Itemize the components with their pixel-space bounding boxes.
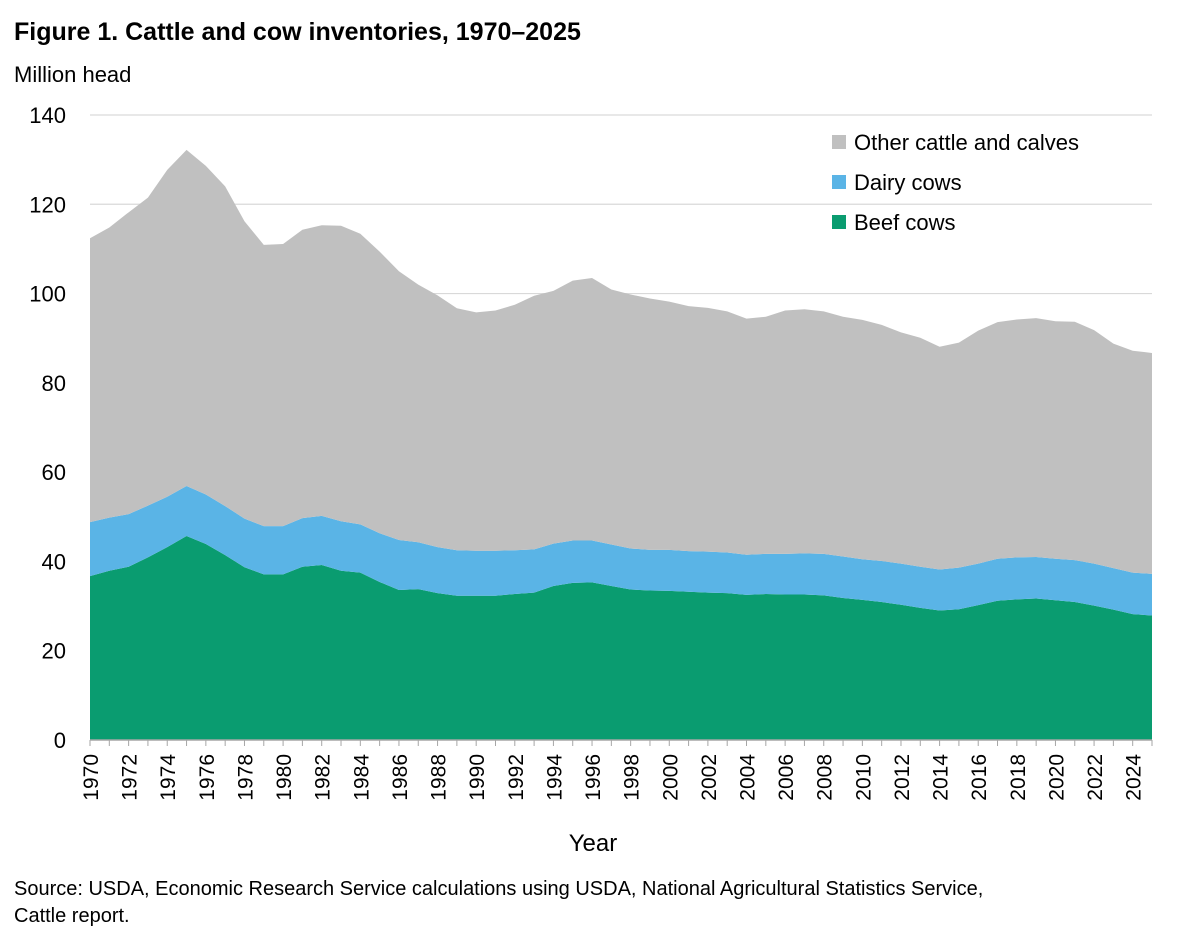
area-dairy-cows [90, 485, 1152, 616]
legend-label-other-cattle-and-calves: Other cattle and calves [854, 130, 1079, 155]
x-tick-label: 2022 [1084, 754, 1107, 801]
x-tick-label: 2000 [659, 754, 682, 801]
x-tick-label: 1976 [196, 754, 219, 801]
legend-swatch-beef-cows [832, 215, 846, 229]
y-tick-label: 80 [42, 371, 66, 396]
y-tick-label: 100 [29, 282, 66, 307]
area-series [90, 149, 1152, 740]
area-beef-cows [90, 535, 1152, 740]
x-axis [89, 739, 1153, 746]
x-tick-label: 1970 [80, 754, 103, 801]
x-tick-label: 1994 [543, 754, 566, 801]
x-tick-label: 2014 [930, 754, 953, 801]
figure-title: Figure 1. Cattle and cow inventories, 19… [14, 18, 581, 46]
x-tick-label: 1998 [621, 754, 644, 801]
y-tick-label: 120 [29, 192, 66, 217]
legend-label-beef-cows: Beef cows [854, 210, 956, 235]
x-tick-label: 2004 [737, 754, 760, 801]
x-tick-label: 2016 [968, 754, 991, 801]
x-tick-label: 1972 [119, 754, 142, 801]
x-tick-label: 1990 [466, 754, 489, 801]
source-line-1: Source: USDA, Economic Research Service … [14, 878, 984, 900]
source-line-2: Cattle report. [14, 905, 130, 927]
x-tick-label: 1992 [505, 754, 528, 801]
x-tick-label: 2010 [852, 754, 875, 801]
y-tick-label: 20 [42, 639, 66, 664]
legend-swatch-other-cattle-and-calves [832, 135, 846, 149]
y-tick-label: 140 [29, 103, 66, 128]
x-tick-label: 1978 [234, 754, 257, 801]
y-axis-ticks: 0 20 40 60 80 100 120 140 [29, 103, 66, 753]
legend-label-dairy-cows: Dairy cows [854, 170, 962, 195]
x-tick-label: 1982 [312, 754, 335, 801]
x-axis-title: Year [569, 830, 618, 857]
x-tick-label: 1980 [273, 754, 296, 801]
x-tick-label: 2018 [1007, 754, 1030, 801]
x-tick-label: 1974 [157, 754, 180, 801]
x-tick-label: 2008 [814, 754, 837, 801]
y-tick-label: 40 [42, 549, 66, 574]
x-tick-label: 2012 [891, 754, 914, 801]
x-tick-label: 1996 [582, 754, 605, 801]
x-tick-label: 2024 [1123, 754, 1146, 801]
area-other-cattle-and-calves [90, 149, 1152, 574]
y-tick-label: 0 [54, 728, 66, 753]
x-tick-label: 2020 [1045, 754, 1068, 801]
legend: Other cattle and calves Dairy cows Beef co… [832, 130, 1079, 235]
y-tick-label: 60 [42, 460, 66, 485]
x-tick-label: 1984 [350, 754, 373, 801]
y-axis-units-label: Million head [14, 62, 132, 87]
source-note: Source: USDA, Economic Research Service … [14, 876, 1184, 930]
legend-swatch-dairy-cows [832, 175, 846, 189]
x-axis-ticks: 1970 1972 1974 1976 1978 1980 1982 1984 1986 1988… [80, 754, 1146, 801]
x-tick-label: 2002 [698, 754, 721, 801]
x-tick-label: 1988 [428, 754, 451, 801]
x-tick-label: 2006 [775, 754, 798, 801]
x-tick-label: 1986 [389, 754, 412, 801]
